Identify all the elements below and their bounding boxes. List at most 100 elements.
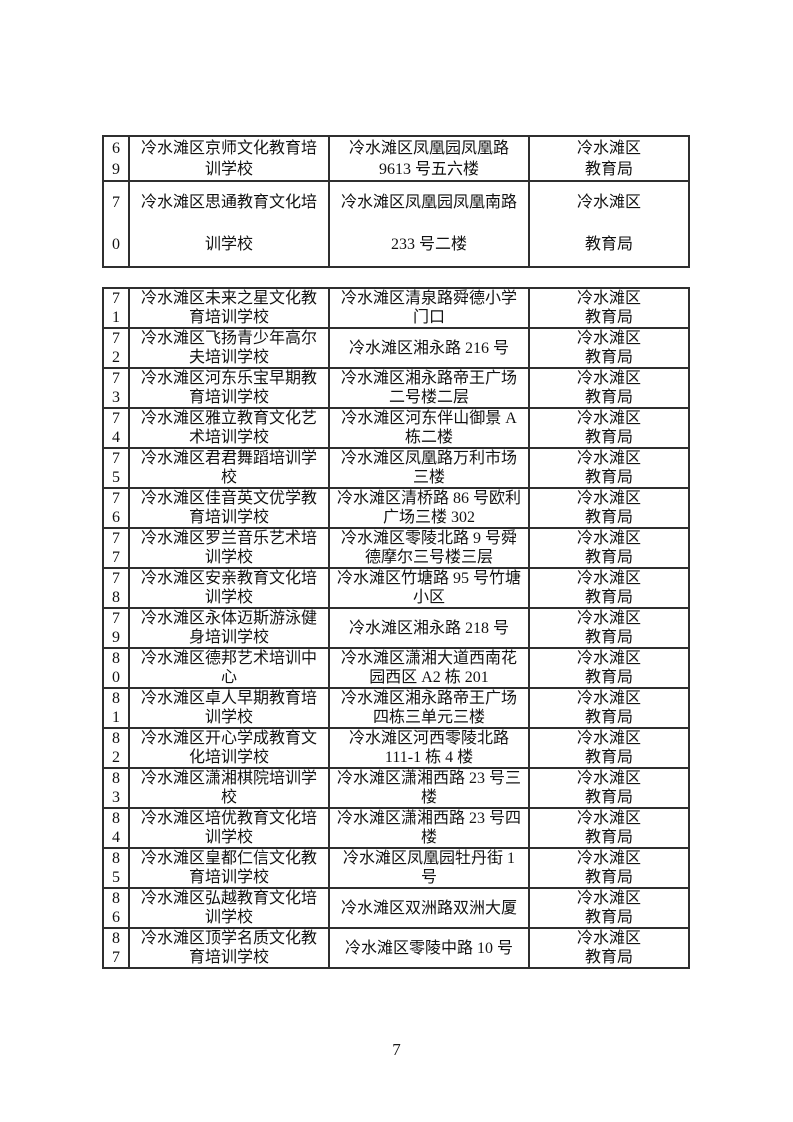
authority-cell: 冷水滩区 教育局	[528, 687, 690, 729]
address-cell: 冷水滩区潇湘大道西南花 园西区 A2 栋 201	[328, 647, 530, 689]
row-number-cell: 80	[102, 647, 130, 689]
row-number-cell: 74	[102, 407, 130, 449]
row-number-cell: 86	[102, 887, 130, 929]
table-row: 70 冷水滩区思通教育文化培 训学校 冷水滩区凤凰园凤凰南路 233 号二楼 冷…	[102, 180, 690, 268]
authority-cell: 冷水滩区 教育局	[528, 807, 690, 849]
row-number-cell: 70	[102, 180, 130, 268]
table-row: 82 冷水滩区开心学成教育文 化培训学校 冷水滩区河西零陵北路 111-1 栋 …	[102, 727, 690, 769]
school-name-cell: 冷水滩区雅立教育文化艺 术培训学校	[128, 407, 330, 449]
address-cell: 冷水滩区竹塘路 95 号竹塘 小区	[328, 567, 530, 609]
address-cell: 冷水滩区清泉路舜德小学 门口	[328, 287, 530, 329]
table-row: 72 冷水滩区飞扬青少年高尔 夫培训学校 冷水滩区湘永路 216 号 冷水滩区 …	[102, 327, 690, 369]
table-row: 78 冷水滩区安亲教育文化培 训学校 冷水滩区竹塘路 95 号竹塘 小区 冷水滩…	[102, 567, 690, 609]
row-number-cell: 71	[102, 287, 130, 329]
table-row: 85 冷水滩区皇都仁信文化教 育培训学校 冷水滩区凤凰园牡丹街 1 号 冷水滩区…	[102, 847, 690, 889]
school-name-cell: 冷水滩区永体迈斯游泳健 身培训学校	[128, 607, 330, 649]
table-row: 81 冷水滩区卓人早期教育培 训学校 冷水滩区湘永路帝王广场 四栋三单元三楼 冷…	[102, 687, 690, 729]
address-cell: 冷水滩区零陵中路 10 号	[328, 927, 530, 969]
address-cell: 冷水滩区潇湘西路 23 号四 楼	[328, 807, 530, 849]
address-cell: 冷水滩区潇湘西路 23 号三 楼	[328, 767, 530, 809]
row-number-cell: 75	[102, 447, 130, 489]
authority-cell: 冷水滩区 教育局	[528, 727, 690, 769]
school-name-cell: 冷水滩区罗兰音乐艺术培 训学校	[128, 527, 330, 569]
school-name-cell: 冷水滩区安亲教育文化培 训学校	[128, 567, 330, 609]
table-row: 86 冷水滩区弘越教育文化培 训学校 冷水滩区双洲路双洲大厦 冷水滩区 教育局	[102, 887, 690, 929]
authority-cell: 冷水滩区 教育局	[528, 180, 690, 268]
address-cell: 冷水滩区河东伴山御景 A 栋二楼	[328, 407, 530, 449]
authority-cell: 冷水滩区 教育局	[528, 287, 690, 329]
school-name-cell: 冷水滩区开心学成教育文 化培训学校	[128, 727, 330, 769]
authority-cell: 冷水滩区 教育局	[528, 487, 690, 529]
table-row: 77 冷水滩区罗兰音乐艺术培 训学校 冷水滩区零陵北路 9 号舜 德摩尔三号楼三…	[102, 527, 690, 569]
row-number-cell: 85	[102, 847, 130, 889]
table-row: 71 冷水滩区未来之星文化教 育培训学校 冷水滩区清泉路舜德小学 门口 冷水滩区…	[102, 287, 690, 329]
table-row: 79 冷水滩区永体迈斯游泳健 身培训学校 冷水滩区湘永路 218 号 冷水滩区 …	[102, 607, 690, 649]
registry-table-main: 71 冷水滩区未来之星文化教 育培训学校 冷水滩区清泉路舜德小学 门口 冷水滩区…	[102, 287, 690, 969]
row-number-cell: 83	[102, 767, 130, 809]
table-row: 73 冷水滩区河东乐宝早期教 育培训学校 冷水滩区湘永路帝王广场 二号楼二层 冷…	[102, 367, 690, 409]
address-cell: 冷水滩区清桥路 86 号欧利 广场三楼 302	[328, 487, 530, 529]
table-row: 84 冷水滩区培优教育文化培 训学校 冷水滩区潇湘西路 23 号四 楼 冷水滩区…	[102, 807, 690, 849]
school-name-cell: 冷水滩区顶学名质文化教 育培训学校	[128, 927, 330, 969]
school-name-cell: 冷水滩区京师文化教育培 训学校	[128, 135, 330, 182]
address-cell: 冷水滩区湘永路 216 号	[328, 327, 530, 369]
address-cell: 冷水滩区凤凰园凤凰路 9613 号五六楼	[328, 135, 530, 182]
authority-cell: 冷水滩区 教育局	[528, 527, 690, 569]
authority-cell: 冷水滩区 教育局	[528, 647, 690, 689]
address-cell: 冷水滩区湘永路帝王广场 四栋三单元三楼	[328, 687, 530, 729]
row-number-cell: 84	[102, 807, 130, 849]
row-number-cell: 76	[102, 487, 130, 529]
school-name-cell: 冷水滩区弘越教育文化培 训学校	[128, 887, 330, 929]
authority-cell: 冷水滩区 教育局	[528, 367, 690, 409]
table-row: 75 冷水滩区君君舞蹈培训学 校 冷水滩区凤凰路万利市场 三楼 冷水滩区 教育局	[102, 447, 690, 489]
table-row: 74 冷水滩区雅立教育文化艺 术培训学校 冷水滩区河东伴山御景 A 栋二楼 冷水…	[102, 407, 690, 449]
address-cell: 冷水滩区双洲路双洲大厦	[328, 887, 530, 929]
school-name-cell: 冷水滩区君君舞蹈培训学 校	[128, 447, 330, 489]
authority-cell: 冷水滩区 教育局	[528, 607, 690, 649]
authority-cell: 冷水滩区 教育局	[528, 327, 690, 369]
table-row: 87 冷水滩区顶学名质文化教 育培训学校 冷水滩区零陵中路 10 号 冷水滩区 …	[102, 927, 690, 969]
school-name-cell: 冷水滩区德邦艺术培训中 心	[128, 647, 330, 689]
authority-cell: 冷水滩区 教育局	[528, 407, 690, 449]
row-number-cell: 72	[102, 327, 130, 369]
authority-cell: 冷水滩区 教育局	[528, 927, 690, 969]
authority-cell: 冷水滩区 教育局	[528, 447, 690, 489]
address-cell: 冷水滩区凤凰园牡丹街 1 号	[328, 847, 530, 889]
authority-cell: 冷水滩区 教育局	[528, 847, 690, 889]
row-number-cell: 77	[102, 527, 130, 569]
address-cell: 冷水滩区凤凰路万利市场 三楼	[328, 447, 530, 489]
address-cell: 冷水滩区凤凰园凤凰南路 233 号二楼	[328, 180, 530, 268]
table-row: 80 冷水滩区德邦艺术培训中 心 冷水滩区潇湘大道西南花 园西区 A2 栋 20…	[102, 647, 690, 689]
page-number: 7	[392, 1040, 401, 1059]
address-cell: 冷水滩区河西零陵北路 111-1 栋 4 楼	[328, 727, 530, 769]
school-name-cell: 冷水滩区未来之星文化教 育培训学校	[128, 287, 330, 329]
address-cell: 冷水滩区湘永路帝王广场 二号楼二层	[328, 367, 530, 409]
table-row: 76 冷水滩区佳音英文优学教 育培训学校 冷水滩区清桥路 86 号欧利 广场三楼…	[102, 487, 690, 529]
table-row: 69 冷水滩区京师文化教育培 训学校 冷水滩区凤凰园凤凰路 9613 号五六楼 …	[102, 135, 690, 182]
school-name-cell: 冷水滩区河东乐宝早期教 育培训学校	[128, 367, 330, 409]
school-name-cell: 冷水滩区卓人早期教育培 训学校	[128, 687, 330, 729]
school-name-cell: 冷水滩区潇湘棋院培训学 校	[128, 767, 330, 809]
school-name-cell: 冷水滩区思通教育文化培 训学校	[128, 180, 330, 268]
school-name-cell: 冷水滩区培优教育文化培 训学校	[128, 807, 330, 849]
table-row: 83 冷水滩区潇湘棋院培训学 校 冷水滩区潇湘西路 23 号三 楼 冷水滩区 教…	[102, 767, 690, 809]
authority-cell: 冷水滩区 教育局	[528, 767, 690, 809]
address-cell: 冷水滩区湘永路 218 号	[328, 607, 530, 649]
row-number-cell: 78	[102, 567, 130, 609]
authority-cell: 冷水滩区 教育局	[528, 887, 690, 929]
registry-table-continued-body: 69 冷水滩区京师文化教育培 训学校 冷水滩区凤凰园凤凰路 9613 号五六楼 …	[102, 135, 690, 268]
row-number-cell: 79	[102, 607, 130, 649]
address-cell: 冷水滩区零陵北路 9 号舜 德摩尔三号楼三层	[328, 527, 530, 569]
row-number-cell: 69	[102, 135, 130, 182]
row-number-cell: 81	[102, 687, 130, 729]
row-number-cell: 87	[102, 927, 130, 969]
registry-table-main-body: 71 冷水滩区未来之星文化教 育培训学校 冷水滩区清泉路舜德小学 门口 冷水滩区…	[102, 287, 690, 969]
school-name-cell: 冷水滩区皇都仁信文化教 育培训学校	[128, 847, 330, 889]
school-name-cell: 冷水滩区飞扬青少年高尔 夫培训学校	[128, 327, 330, 369]
authority-cell: 冷水滩区 教育局	[528, 135, 690, 182]
row-number-cell: 82	[102, 727, 130, 769]
authority-cell: 冷水滩区 教育局	[528, 567, 690, 609]
registry-table-continued: 69 冷水滩区京师文化教育培 训学校 冷水滩区凤凰园凤凰路 9613 号五六楼 …	[102, 135, 690, 268]
row-number-cell: 73	[102, 367, 130, 409]
